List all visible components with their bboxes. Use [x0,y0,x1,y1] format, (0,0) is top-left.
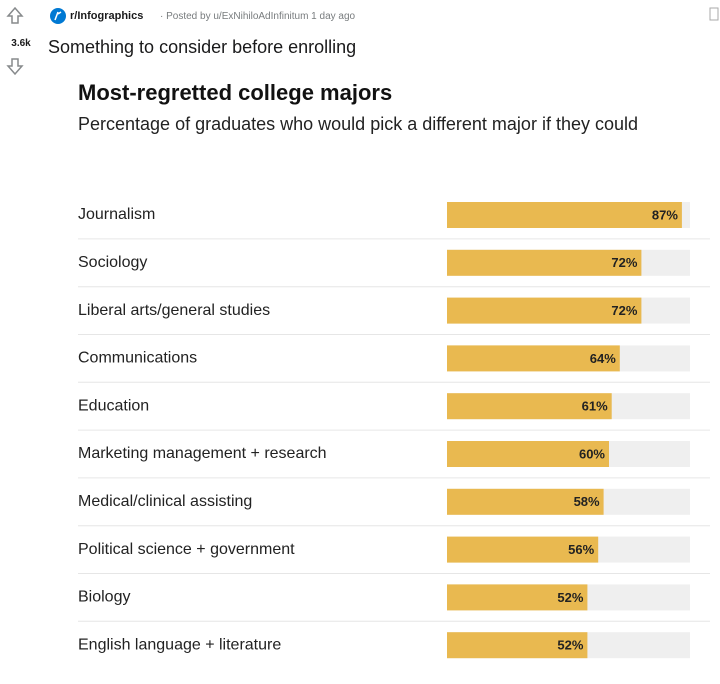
bar [447,488,604,515]
share-icon[interactable] [709,7,719,21]
value-label: 60% [579,446,605,461]
subreddit-icon [50,8,66,24]
downvote[interactable] [6,58,24,76]
score: 3.6k [11,38,31,49]
bar [447,441,609,467]
category-label: Sociology [78,254,147,271]
value-label: 87% [652,207,678,222]
bar [447,345,620,372]
subreddit-icon-glyph [54,11,62,21]
bar [447,632,588,659]
bar [447,393,612,420]
category-label: Marketing management + research [78,445,327,462]
value-label: 72% [611,303,637,318]
upvote[interactable] [6,6,24,24]
bar [447,249,642,276]
bar [447,297,642,324]
post-title[interactable]: Something to consider before enrolling [48,37,357,57]
category-label: Journalism [78,206,155,223]
subreddit[interactable]: r/Infographics [70,10,144,22]
value-label: 52% [557,590,583,605]
value-label: 61% [582,399,608,414]
post-meta: · Posted by u/ExNihiloAdInfinitum 1 day … [160,11,356,22]
chart-title: Most-regretted college majors [78,80,393,105]
category-label: English language + literature [78,636,281,653]
category-label: Communications [78,350,197,367]
bar [447,584,588,611]
chart: Journalism 87% Sociology 72% Liberal arts/ge… [78,202,710,659]
value-label: 64% [590,351,616,366]
category-label: Education [78,397,149,414]
value-label: 58% [574,494,600,509]
category-label: Liberal arts/general studies [78,302,270,319]
category-label: Political science + government [78,541,295,558]
value-label: 56% [568,542,594,557]
post-icons [6,6,719,76]
bar [447,202,682,228]
category-label: Biology [78,589,130,606]
value-label: 72% [611,255,637,270]
chart-subtitle: Percentage of graduates who would pick a… [78,114,638,134]
category-label: Medical/clinical assisting [78,493,252,510]
value-label: 52% [557,638,583,653]
bar [447,536,599,563]
